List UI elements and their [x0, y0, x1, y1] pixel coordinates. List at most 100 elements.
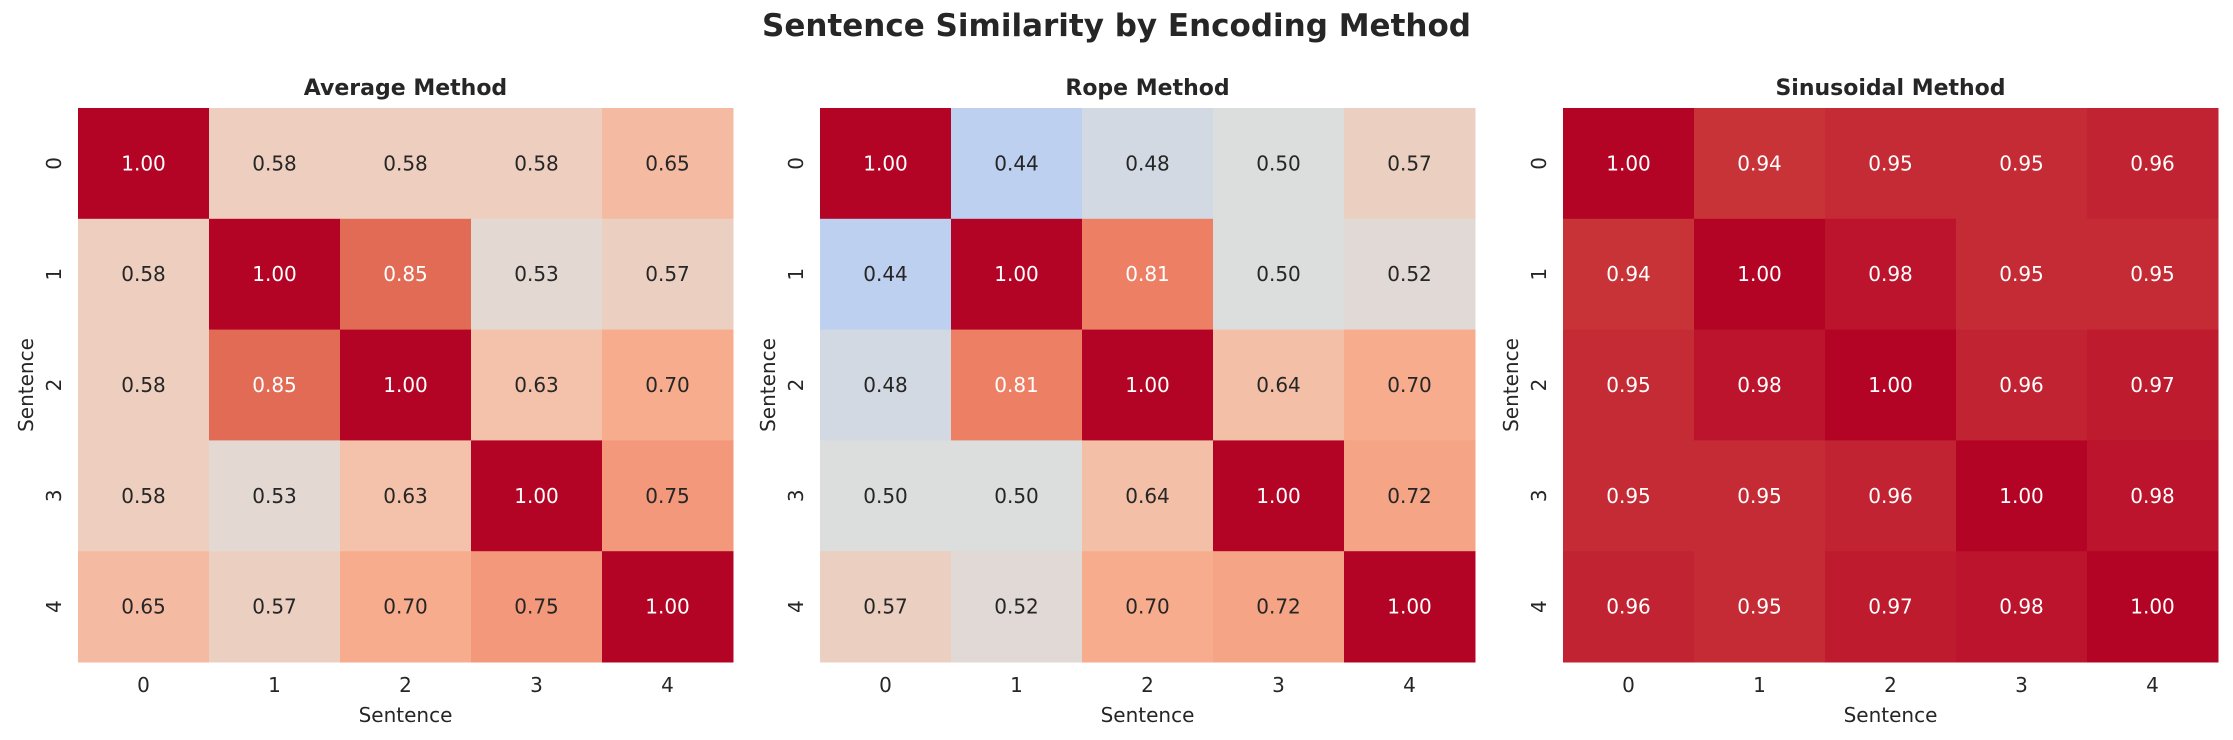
heatmap-cell: [471, 329, 603, 441]
x-tick-label: 0: [879, 673, 892, 697]
heatmap-cell: [820, 329, 952, 441]
cell-label: 0.63: [383, 484, 428, 508]
cell-label: 1.00: [645, 595, 690, 619]
heatmap-cell: [1825, 440, 1957, 552]
heatmap-cell: [1563, 440, 1695, 552]
panel-title: Rope Method: [1065, 76, 1229, 101]
x-tick-label: 1: [268, 673, 281, 697]
heatmap-cell: [820, 108, 952, 220]
heatmap-cell: [820, 440, 952, 552]
y-tick-label: 1: [42, 268, 66, 281]
y-tick-label: 2: [1527, 379, 1551, 392]
x-tick-label: 2: [1141, 673, 1154, 697]
x-tick-label: 0: [137, 673, 150, 697]
y-axis-label: Sentence: [1499, 338, 1523, 432]
heatmap-cell: [951, 218, 1083, 331]
cell-label: 0.58: [121, 373, 166, 397]
heatmap-cell: [340, 108, 472, 220]
x-tick-label: 3: [1272, 673, 1285, 697]
y-tick-label: 2: [42, 379, 66, 392]
cell-label: 0.75: [645, 484, 690, 508]
cell-label: 0.50: [1256, 262, 1301, 286]
heatmap-cell: [951, 329, 1083, 441]
x-tick-label: 2: [399, 673, 412, 697]
heatmap-cell: [78, 440, 210, 552]
heatmap-cell: [1563, 551, 1695, 663]
heatmap-cell: [340, 440, 472, 552]
heatmap-cell: [1213, 218, 1345, 331]
cell-label: 1.00: [863, 151, 908, 175]
x-tick-label: 2: [1884, 673, 1897, 697]
cell-label: 0.96: [1606, 595, 1651, 619]
cell-label: 0.95: [1737, 484, 1782, 508]
cell-label: 0.81: [994, 373, 1039, 397]
y-tick-label: 3: [1527, 489, 1551, 502]
panel-title: Average Method: [304, 76, 507, 101]
cell-label: 0.94: [1606, 262, 1651, 286]
x-axis-label: Sentence: [1844, 703, 1938, 727]
y-axis-label: Sentence: [756, 338, 780, 432]
x-tick-label: 4: [661, 673, 674, 697]
cell-label: 0.58: [383, 151, 428, 175]
heatmap-cell: [1082, 551, 1214, 663]
heatmap-cell: [1956, 329, 2088, 441]
cell-label: 0.81: [1125, 262, 1170, 286]
cell-label: 0.75: [514, 595, 559, 619]
cell-label: 0.70: [1125, 595, 1170, 619]
cell-label: 0.44: [863, 262, 908, 286]
heatmap-cell: [1825, 218, 1957, 331]
heatmap-cell: [1956, 440, 2088, 552]
y-tick-label: 3: [42, 489, 66, 502]
heatmap-cell: [1694, 108, 1826, 220]
heatmap-cell: [78, 218, 210, 331]
cell-label: 0.95: [1868, 151, 1913, 175]
heatmap-cell: [820, 218, 952, 331]
cell-label: 0.70: [1387, 373, 1432, 397]
heatmap-cell: [1344, 108, 1476, 220]
cell-label: 0.50: [994, 484, 1039, 508]
cell-label: 0.95: [2130, 262, 2175, 286]
y-axis-label: Sentence: [14, 338, 38, 432]
heatmap-cell: [1082, 108, 1214, 220]
cell-label: 0.94: [1737, 151, 1782, 175]
heatmap-cell: [1344, 551, 1476, 663]
chart-title: Sentence Similarity by Encoding Method: [762, 8, 1471, 44]
cell-label: 1.00: [1387, 595, 1432, 619]
cell-label: 0.58: [121, 262, 166, 286]
x-tick-label: 1: [1010, 673, 1023, 697]
x-tick-label: 3: [2015, 673, 2028, 697]
heatmap-cell: [1344, 329, 1476, 441]
cell-label: 0.58: [121, 484, 166, 508]
heatmap-cell: [1956, 108, 2088, 220]
cell-label: 1.00: [1256, 484, 1301, 508]
heatmap-cell: [471, 551, 603, 663]
heatmap-cell: [1213, 440, 1345, 552]
y-tick-label: 0: [42, 157, 66, 170]
x-axis-label: Sentence: [1101, 703, 1195, 727]
x-tick-label: 3: [530, 673, 543, 697]
heatmap-cell: [471, 218, 603, 331]
cell-label: 0.72: [1387, 484, 1432, 508]
heatmap-cell: [1694, 551, 1826, 663]
cell-label: 1.00: [121, 151, 166, 175]
heatmap-cell: [78, 551, 210, 663]
cell-label: 0.95: [1606, 373, 1651, 397]
cell-label: 1.00: [994, 262, 1039, 286]
heatmap-cell: [951, 551, 1083, 663]
cell-label: 0.96: [1868, 484, 1913, 508]
heatmap-cell: [951, 108, 1083, 220]
cell-label: 0.50: [1256, 151, 1301, 175]
heatmap-cell: [209, 108, 341, 220]
heatmap-cell: [209, 440, 341, 552]
heatmap-cell: [1213, 108, 1345, 220]
heatmap-cell: [1563, 218, 1695, 331]
heatmap-cell: [78, 108, 210, 220]
cell-label: 0.95: [1999, 151, 2044, 175]
cell-label: 0.52: [1387, 262, 1432, 286]
heatmap-cell: [340, 218, 472, 331]
cell-label: 0.48: [863, 373, 908, 397]
cell-label: 0.96: [1999, 373, 2044, 397]
cell-label: 0.72: [1256, 595, 1301, 619]
heatmap-cell: [820, 551, 952, 663]
heatmap-cell: [1694, 440, 1826, 552]
